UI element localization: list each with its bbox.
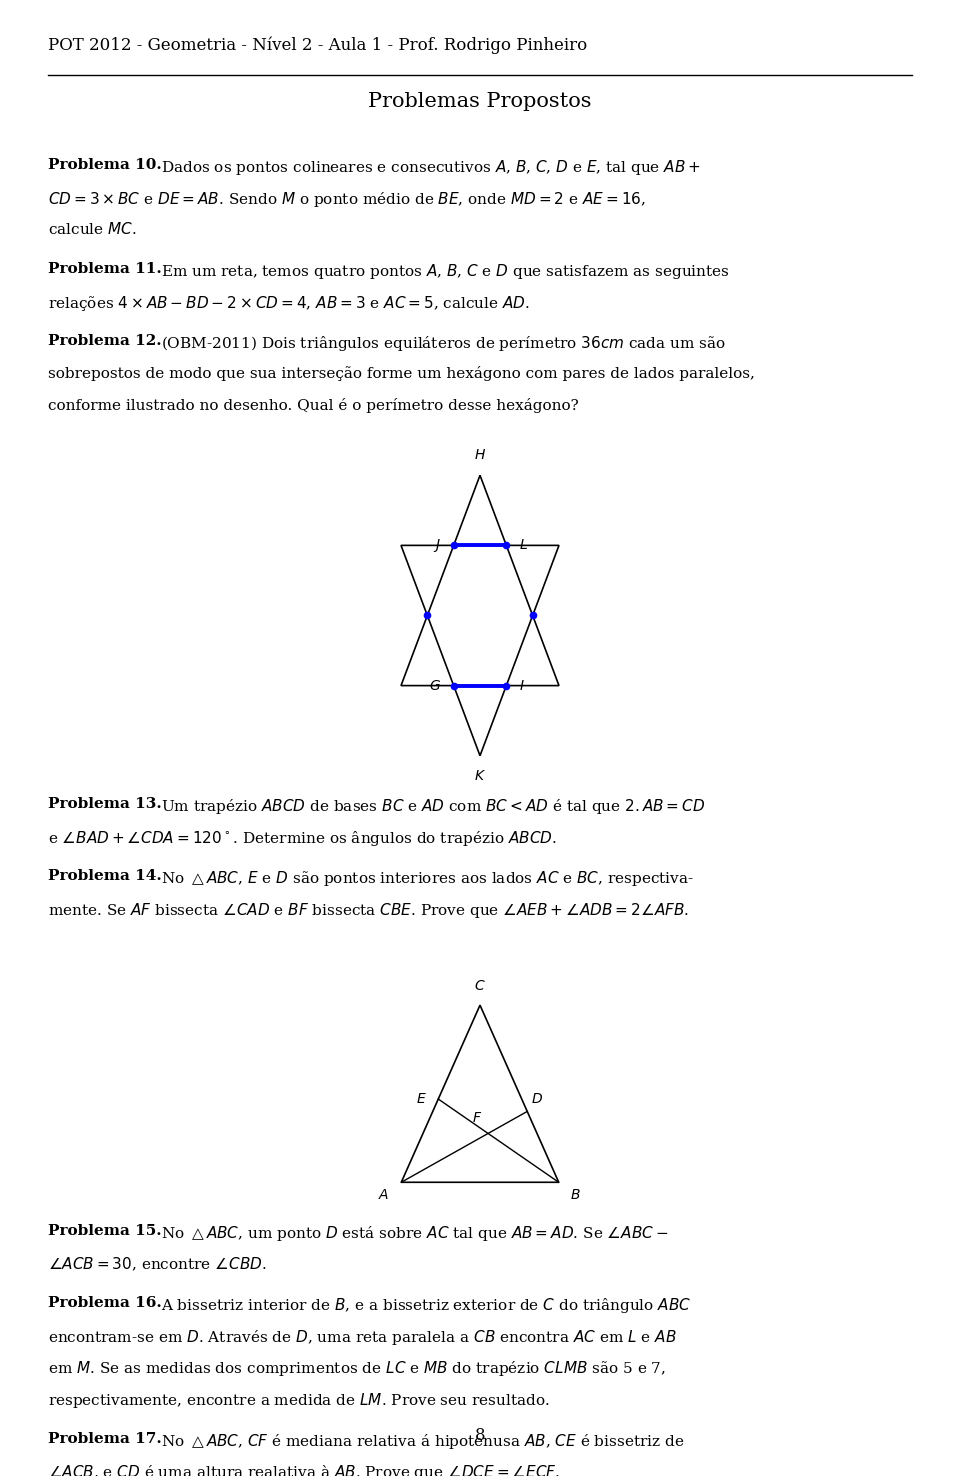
Text: Problema 13.: Problema 13.: [48, 797, 161, 810]
Text: No $\triangle ABC$, $CF$ é mediana relativa á hipotenusa $AB$, $CE$ é bissetriz : No $\triangle ABC$, $CF$ é mediana relat…: [161, 1432, 684, 1451]
Text: $E$: $E$: [416, 1092, 427, 1106]
Text: Problema 12.: Problema 12.: [48, 335, 161, 348]
Text: Problema 15.: Problema 15.: [48, 1224, 161, 1237]
Text: Problema 11.: Problema 11.: [48, 263, 161, 276]
Text: Problemas Propostos: Problemas Propostos: [369, 92, 591, 111]
Text: $CD = 3 \times BC$ e $DE = AB$. Sendo $M$ o ponto médio de $BE$, onde $MD = 2$ e: $CD = 3 \times BC$ e $DE = AB$. Sendo $M…: [48, 189, 646, 208]
Text: conforme ilustrado no desenho. Qual é o perímetro desse hexágono?: conforme ilustrado no desenho. Qual é o …: [48, 399, 579, 413]
Text: e $\angle BAD + \angle CDA = 120^\circ$. Determine os ângulos do trapézio $ABCD$: e $\angle BAD + \angle CDA = 120^\circ$.…: [48, 830, 557, 847]
Text: Problema 10.: Problema 10.: [48, 158, 161, 171]
Text: Dados os pontos colineares e consecutivos $A$, $B$, $C$, $D$ e $E$, tal que $AB : Dados os pontos colineares e consecutivo…: [161, 158, 701, 177]
Text: em $M$. Se as medidas dos comprimentos de $LC$ e $MB$ do trapézio $CLMB$ são 5 e: em $M$. Se as medidas dos comprimentos d…: [48, 1359, 666, 1379]
Text: $K$: $K$: [474, 769, 486, 784]
Text: calcule $MC$.: calcule $MC$.: [48, 221, 137, 238]
Text: $L$: $L$: [518, 539, 528, 552]
Text: A bissetriz interior de $B$, e a bissetriz exterior de $C$ do triângulo $ABC$: A bissetriz interior de $B$, e a bissetr…: [161, 1296, 691, 1315]
Text: mente. Se $AF$ bissecta $\angle CAD$ e $BF$ bissecta $CBE$. Prove que $\angle AE: mente. Se $AF$ bissecta $\angle CAD$ e $…: [48, 900, 689, 920]
Text: sobrepostos de modo que sua interseção forme um hexágono com pares de lados para: sobrepostos de modo que sua interseção f…: [48, 366, 755, 381]
Text: $C$: $C$: [474, 979, 486, 993]
Text: Em um reta, temos quatro pontos $A$, $B$, $C$ e $D$ que satisfazem as seguintes: Em um reta, temos quatro pontos $A$, $B$…: [161, 263, 730, 280]
Text: relações $4 \times AB - BD - 2 \times CD = 4$, $AB = 3$ e $AC = 5$, calcule $AD$: relações $4 \times AB - BD - 2 \times CD…: [48, 294, 530, 313]
Text: Problema 17.: Problema 17.: [48, 1432, 161, 1445]
Text: encontram-se em $D$. Através de $D$, uma reta paralela a $CB$ encontra $AC$ em $: encontram-se em $D$. Através de $D$, uma…: [48, 1328, 677, 1346]
Text: respectivamente, encontre a medida de $LM$. Prove seu resultado.: respectivamente, encontre a medida de $L…: [48, 1390, 550, 1410]
Text: $F$: $F$: [472, 1110, 482, 1125]
Text: (OBM-2011) Dois triângulos equiláteros de perímetro $36cm$ cada um são: (OBM-2011) Dois triângulos equiláteros d…: [161, 335, 727, 353]
Text: $G$: $G$: [429, 679, 442, 692]
Text: POT 2012 - Geometria - Nível 2 - Aula 1 - Prof. Rodrigo Pinheiro: POT 2012 - Geometria - Nível 2 - Aula 1 …: [48, 37, 588, 55]
Text: $I$: $I$: [518, 679, 524, 692]
Text: $J$: $J$: [433, 537, 442, 554]
Text: $H$: $H$: [474, 447, 486, 462]
Text: No $\triangle ABC$, $E$ e $D$ são pontos interiores aos lados $AC$ e $BC$, respe: No $\triangle ABC$, $E$ e $D$ são pontos…: [161, 869, 694, 889]
Text: $B$: $B$: [570, 1188, 581, 1201]
Text: Problema 16.: Problema 16.: [48, 1296, 161, 1309]
Text: No $\triangle ABC$, um ponto $D$ está sobre $AC$ tal que $AB = AD$. Se $\angle A: No $\triangle ABC$, um ponto $D$ está so…: [161, 1224, 668, 1243]
Text: $D$: $D$: [531, 1092, 542, 1106]
Text: $A$: $A$: [378, 1188, 390, 1201]
Text: Problema 14.: Problema 14.: [48, 869, 161, 883]
Text: $\angle ACB = 30$, encontre $\angle CBD$.: $\angle ACB = 30$, encontre $\angle CBD$…: [48, 1255, 267, 1272]
Text: Um trapézio $ABCD$ de bases $BC$ e $AD$ com $BC < AD$ é tal que $2.AB = CD$: Um trapézio $ABCD$ de bases $BC$ e $AD$ …: [161, 797, 706, 816]
Text: $\angle ACB$, e $CD$ é uma altura realativa à $AB$. Prove que $\angle DCE = \ang: $\angle ACB$, e $CD$ é uma altura realat…: [48, 1463, 560, 1476]
Text: 8: 8: [474, 1426, 486, 1444]
